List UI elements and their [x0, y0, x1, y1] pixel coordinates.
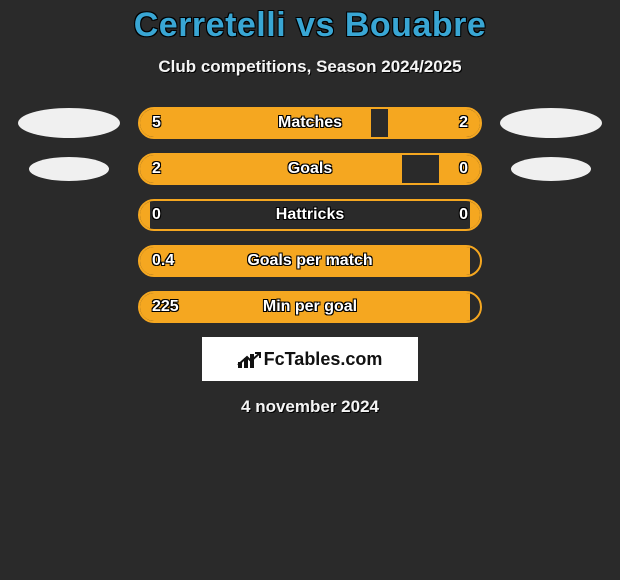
page-title: Cerretelli vs Bouabre: [0, 6, 620, 45]
logo-text: FcTables.com: [264, 349, 383, 370]
bar-fill-left: [140, 155, 402, 183]
stat-value-left: 5: [152, 114, 161, 132]
bar-fill-right: [470, 201, 480, 229]
stat-value-left: 0: [152, 206, 161, 224]
stat-value-right: 0: [459, 206, 468, 224]
stat-bar: 225 Min per goal: [138, 291, 482, 323]
avatar-spacer: [500, 292, 602, 322]
stat-label: Goals per match: [247, 252, 372, 270]
stat-bar: 0 0 Hattricks: [138, 199, 482, 231]
player-avatar-right: [511, 157, 591, 181]
stat-value-left: 0.4: [152, 252, 174, 270]
stat-bar: 5 2 Matches: [138, 107, 482, 139]
stat-value-left: 2: [152, 160, 161, 178]
avatar-spacer: [18, 292, 120, 322]
avatar-spacer: [500, 200, 602, 230]
stat-bar: 2 0 Goals: [138, 153, 482, 185]
bar-chart-icon: [238, 350, 260, 368]
page-subtitle: Club competitions, Season 2024/2025: [0, 57, 620, 77]
stat-row: 0.4 Goals per match: [0, 245, 620, 277]
logo-badge: FcTables.com: [202, 337, 418, 381]
stat-value-right: 0: [459, 160, 468, 178]
stat-label: Hattricks: [276, 206, 344, 224]
stat-label: Min per goal: [263, 298, 357, 316]
stat-label: Matches: [278, 114, 342, 132]
stat-row: 5 2 Matches: [0, 107, 620, 139]
avatar-spacer: [500, 246, 602, 276]
avatar-spacer: [18, 200, 120, 230]
bar-fill-left: [140, 201, 150, 229]
stat-row: 2 0 Goals: [0, 153, 620, 185]
stat-value-right: 2: [459, 114, 468, 132]
avatar-spacer: [18, 246, 120, 276]
stat-row: 225 Min per goal: [0, 291, 620, 323]
stat-row: 0 0 Hattricks: [0, 199, 620, 231]
stat-bar: 0.4 Goals per match: [138, 245, 482, 277]
stat-rows: 5 2 Matches 2 0 Goals 0 0 Hattricks 0.4 Goals per …: [0, 107, 620, 323]
player-avatar-right: [500, 108, 602, 138]
comparison-chart: Cerretelli vs Bouabre Club competitions,…: [0, 0, 620, 417]
player-avatar-left: [29, 157, 109, 181]
date-label: 4 november 2024: [0, 397, 620, 417]
stat-value-left: 225: [152, 298, 179, 316]
player-avatar-left: [18, 108, 120, 138]
stat-label: Goals: [288, 160, 332, 178]
